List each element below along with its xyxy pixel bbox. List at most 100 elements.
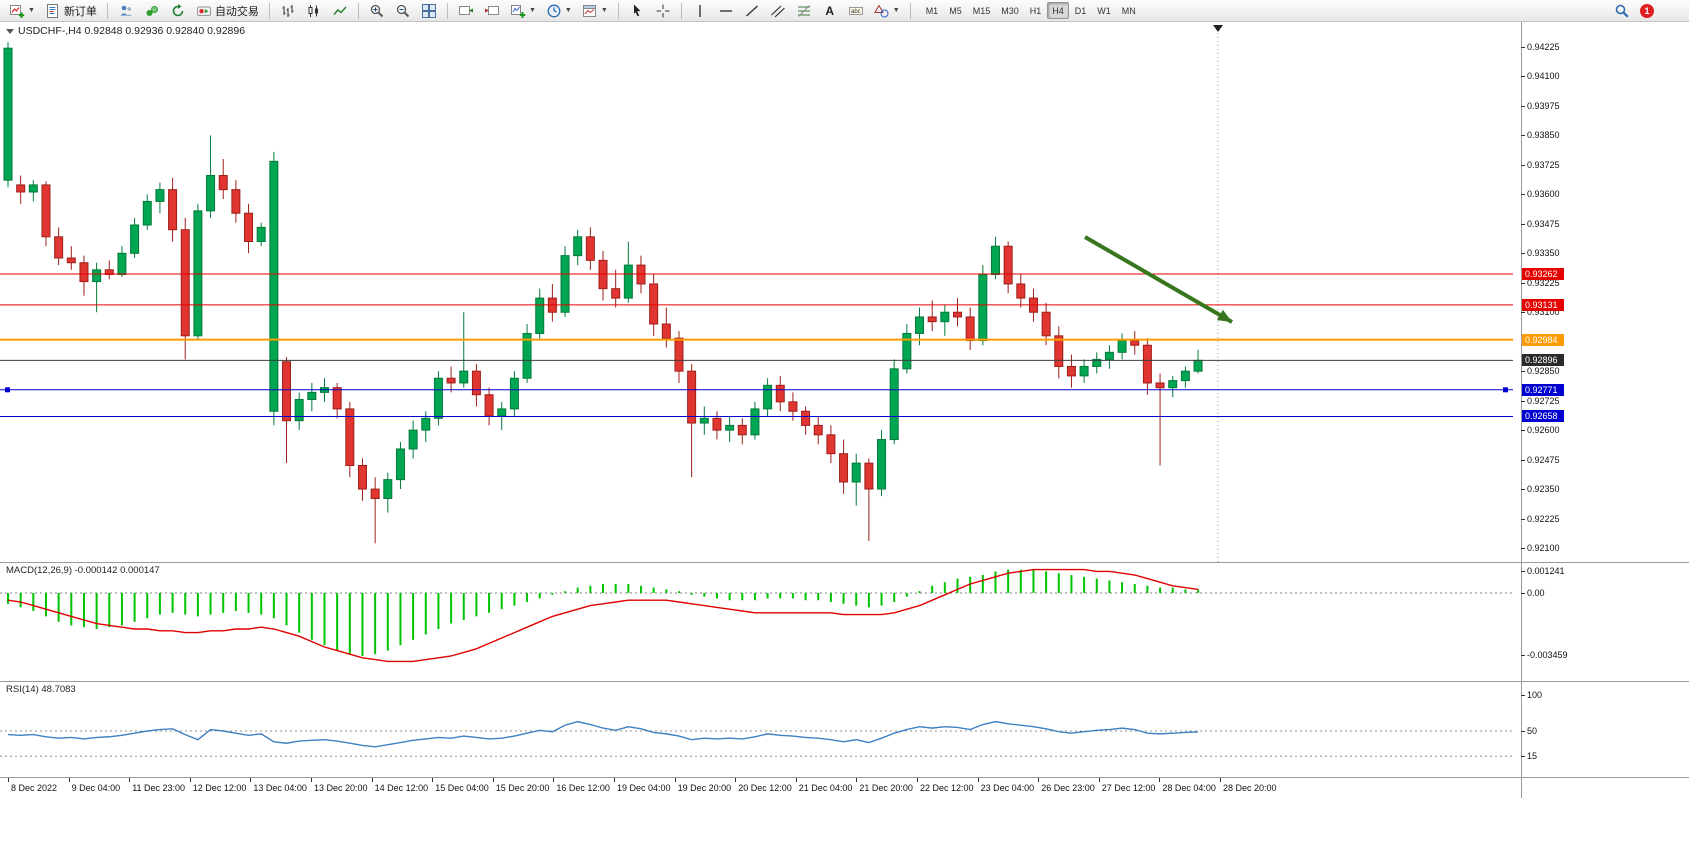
rsi-label: RSI(14) 48.7083 xyxy=(6,684,76,695)
rsi-axis-label: 15 xyxy=(1527,751,1538,762)
new-chart-button[interactable]: ▼ xyxy=(5,1,39,20)
macd-axis-label: 0.001241 xyxy=(1527,565,1565,576)
price-axis-tick xyxy=(1521,312,1525,314)
price-badge: 0.92658 xyxy=(1522,410,1564,423)
price-badge: 0.92896 xyxy=(1522,354,1564,367)
notification-badge[interactable]: 1 xyxy=(1640,3,1654,18)
periods-button[interactable]: ▼ xyxy=(542,1,576,20)
price-axis-label: 0.92475 xyxy=(1527,454,1560,465)
time-axis-label: 9 Dec 04:00 xyxy=(71,783,121,793)
price-chart-canvas[interactable] xyxy=(0,22,1521,562)
time-axis-tick xyxy=(371,778,373,782)
price-axis-tick xyxy=(1521,105,1525,107)
price-axis-tick xyxy=(1521,194,1525,196)
macd-label: MACD(12,26,9) -0.000142 0.000147 xyxy=(6,565,160,576)
time-axis-tick xyxy=(1098,778,1100,782)
indicators-button[interactable]: ▼ xyxy=(506,1,540,20)
panel-separator xyxy=(0,777,1689,778)
price-axis-label: 0.93725 xyxy=(1527,159,1560,170)
autotrading-button[interactable]: 自动交易 xyxy=(192,1,263,20)
price-axis-tick xyxy=(1521,223,1525,225)
profiles-icon xyxy=(118,3,134,19)
new-order-button[interactable]: 新订单 xyxy=(41,1,101,20)
refresh-button[interactable] xyxy=(166,1,190,20)
price-axis-separator xyxy=(1521,22,1522,798)
time-axis-label: 19 Dec 20:00 xyxy=(677,783,732,793)
time-axis-label: 11 Dec 23:00 xyxy=(132,783,186,793)
timeframe-button-m30[interactable]: M30 xyxy=(1001,6,1019,16)
search-icon[interactable] xyxy=(1614,3,1630,19)
price-axis-label: 0.92350 xyxy=(1527,484,1560,495)
text-button[interactable]: A xyxy=(818,1,842,20)
time-axis-label: 8 Dec 2022 xyxy=(11,783,58,793)
time-axis-label: 13 Dec 20:00 xyxy=(314,783,368,793)
trendline-button[interactable] xyxy=(740,1,764,20)
market-watch-icon xyxy=(144,3,160,19)
chevron-down-icon: ▼ xyxy=(28,6,35,14)
text-label-button[interactable]: abc xyxy=(844,1,868,20)
time-axis-label: 28 Dec 04:00 xyxy=(1162,783,1216,793)
price-axis-label: 0.94100 xyxy=(1527,71,1560,82)
timeframe-button-m15[interactable]: M15 xyxy=(972,6,991,16)
time-axis-label: 20 Dec 12:00 xyxy=(738,783,792,793)
timeframe-button-h4[interactable]: H4 xyxy=(1047,2,1069,19)
channel-button[interactable] xyxy=(766,1,790,20)
time-axis-label: 15 Dec 04:00 xyxy=(435,783,489,793)
toolbar-right: 1 xyxy=(1614,3,1684,19)
tile-windows-button[interactable] xyxy=(417,1,441,20)
zoom-out-button[interactable] xyxy=(391,1,415,20)
separator xyxy=(268,2,270,19)
time-axis-tick xyxy=(856,778,858,782)
shapes-button[interactable]: ▼ xyxy=(870,1,904,20)
bar-chart-mode-button[interactable] xyxy=(276,1,300,20)
horizontal-line-button[interactable] xyxy=(714,1,738,20)
time-axis-label: 21 Dec 20:00 xyxy=(859,783,913,793)
candlestick-icon xyxy=(306,3,322,19)
timeframe-button-mn[interactable]: MN xyxy=(1121,6,1136,16)
macd-signal-line xyxy=(7,568,1199,663)
time-axis-label: 19 Dec 04:00 xyxy=(617,783,671,793)
timeframe-button-m1[interactable]: M1 xyxy=(925,6,939,16)
market-watch-button[interactable] xyxy=(140,1,164,20)
time-axis-tick xyxy=(129,778,131,782)
time-axis-tick xyxy=(1220,778,1221,782)
price-axis-tick xyxy=(1521,47,1525,48)
price-axis-tick xyxy=(1521,459,1525,461)
zoom-in-button[interactable] xyxy=(365,1,389,20)
price-axis-label: 0.93475 xyxy=(1527,218,1560,229)
chart-shift-button[interactable] xyxy=(480,1,504,20)
time-axis-tick xyxy=(432,778,434,782)
time-axis-tick xyxy=(614,778,615,782)
price-axis-tick xyxy=(1521,430,1525,432)
rsi-axis-tick xyxy=(1521,731,1525,732)
vertical-line-button[interactable] xyxy=(688,1,712,20)
templates-button[interactable]: ▼ xyxy=(578,1,612,20)
timeframe-button-h1[interactable]: H1 xyxy=(1029,6,1042,16)
time-axis-tick xyxy=(795,778,797,782)
fibonacci-button[interactable] xyxy=(792,1,816,20)
time-axis-label: 14 Dec 12:00 xyxy=(374,783,429,793)
price-axis-label: 0.92100 xyxy=(1527,543,1560,553)
separator xyxy=(909,2,911,19)
timeframe-button-d1[interactable]: D1 xyxy=(1074,6,1087,16)
time-axis-tick xyxy=(189,778,191,782)
price-axis-label: 0.92725 xyxy=(1527,395,1560,406)
macd-panel-canvas[interactable] xyxy=(0,563,1521,681)
panel-separator xyxy=(0,562,1689,563)
crosshair-button[interactable] xyxy=(651,1,675,20)
rsi-panel-canvas[interactable] xyxy=(0,682,1521,777)
cursor-button[interactable] xyxy=(625,1,649,20)
macd-value-signal: 0.000147 xyxy=(120,565,160,576)
time-axis-tick xyxy=(917,778,918,782)
timeframe-button-m5[interactable]: M5 xyxy=(949,6,962,16)
profiles-button[interactable] xyxy=(114,1,138,20)
timeframe-button-w1[interactable]: W1 xyxy=(1097,6,1111,16)
line-chart-mode-button[interactable] xyxy=(328,1,352,20)
svg-text:abc: abc xyxy=(851,9,861,15)
timeframe-group: M1 M5 M15 M30 H1 H4 D1 W1 MN xyxy=(921,2,1141,19)
price-axis-tick xyxy=(1521,135,1525,137)
price-axis-tick xyxy=(1521,253,1525,255)
candlestick-mode-button[interactable] xyxy=(302,1,326,20)
macd-axis-tick xyxy=(1521,593,1525,594)
auto-scroll-button[interactable] xyxy=(454,1,478,20)
